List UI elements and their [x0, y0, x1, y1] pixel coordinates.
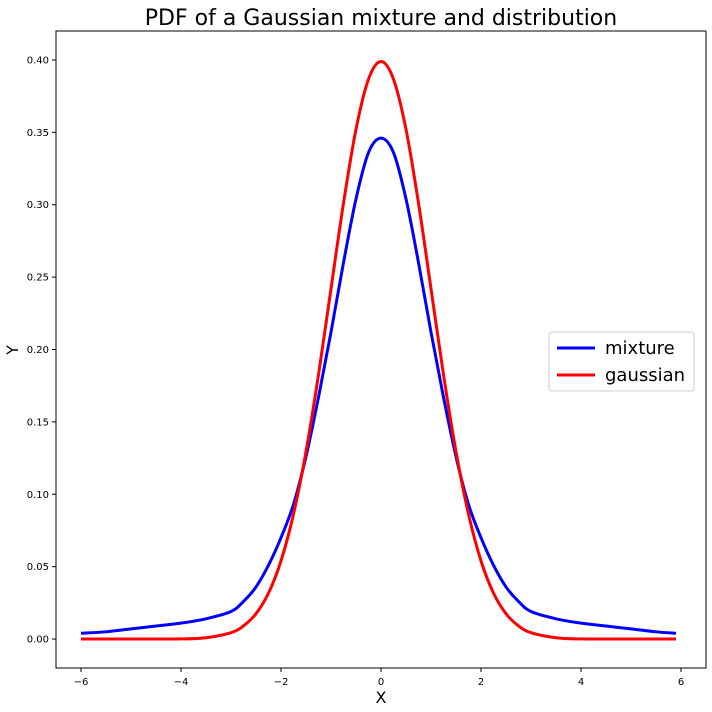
- plot-frame: [55, 30, 707, 669]
- y-tick-label: 0.10: [27, 490, 49, 501]
- x-tick-label: 6: [678, 677, 684, 688]
- x-tick-label: 2: [478, 677, 484, 688]
- x-axis-ticks: −6 −4 −2 0 2 4 6: [74, 668, 684, 688]
- x-tick-label: −4: [174, 677, 189, 688]
- series-line-mixture: [80, 136, 677, 635]
- y-tick-label: 0.15: [27, 417, 49, 428]
- y-axis-label: Y: [3, 345, 22, 356]
- chart-title: PDF of a Gaussian mixture and distributi…: [145, 6, 617, 31]
- y-tick-label: 0.20: [27, 345, 49, 356]
- series-line-gaussian: [80, 60, 677, 641]
- y-tick-label: 0.40: [27, 55, 49, 66]
- y-tick-label: 0.35: [27, 128, 49, 139]
- x-tick-label: −2: [274, 677, 289, 688]
- y-axis-ticks: 0.00 0.05 0.10 0.15 0.20 0.25 0.30 0.35 0.40: [27, 55, 56, 646]
- y-tick-label: 0.05: [27, 562, 49, 573]
- y-tick-label: 0.30: [27, 200, 49, 211]
- x-tick-label: −6: [74, 677, 89, 688]
- legend: mixture gaussian: [548, 331, 695, 392]
- series-layer: [80, 60, 677, 641]
- legend-label-mixture: mixture: [605, 338, 675, 359]
- x-tick-label: 0: [378, 677, 384, 688]
- y-tick-label: 0.00: [27, 635, 49, 646]
- x-tick-label: 4: [578, 677, 584, 688]
- x-axis-label: X: [376, 688, 387, 707]
- y-tick-label: 0.25: [27, 273, 49, 284]
- legend-label-gaussian: gaussian: [605, 365, 685, 386]
